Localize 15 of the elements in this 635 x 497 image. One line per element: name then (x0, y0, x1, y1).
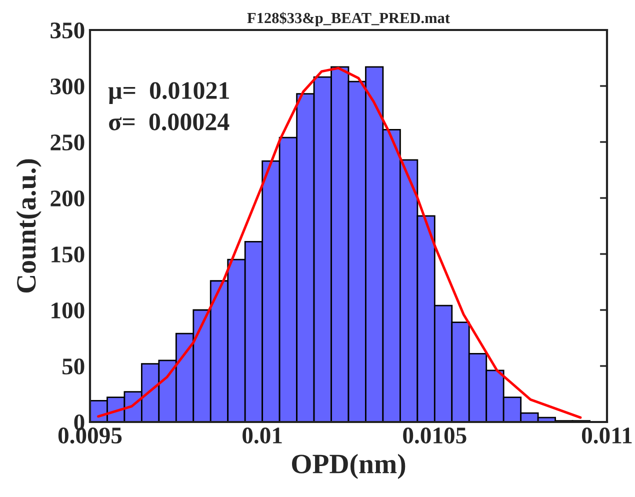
y-tick-label: 250 (50, 134, 84, 150)
chart-title: F128$33&p_BEAT_PRED.mat (247, 12, 450, 26)
x-axis-title: OPD(nm) (292, 454, 406, 480)
y-tick-label: 100 (52, 302, 84, 318)
x-tick-label: 0.01 (242, 428, 282, 444)
y-tick-label: 150 (52, 246, 84, 262)
x-tick-label: 0.011 (582, 428, 632, 444)
annotation: σ= 0.00024 (109, 113, 230, 130)
y-tick-label: 200 (50, 190, 84, 206)
y-tick-label: 50 (62, 358, 84, 374)
annotation: μ= 0.01021 (108, 82, 229, 104)
y-tick-label: 300 (50, 78, 84, 94)
y-axis-title: Count(a.u.) (16, 159, 42, 293)
y-tick-label: 350 (50, 22, 84, 38)
x-tick-label: 0.0105 (403, 428, 466, 444)
